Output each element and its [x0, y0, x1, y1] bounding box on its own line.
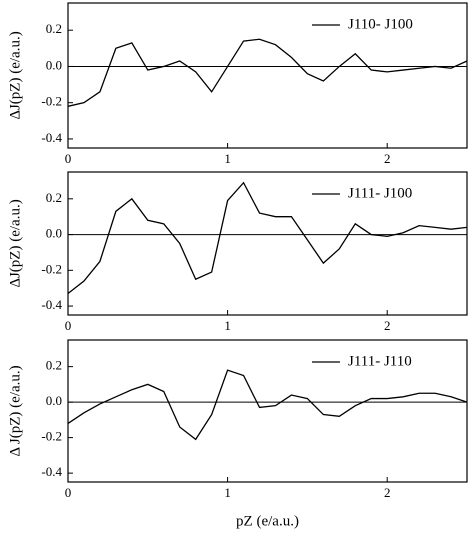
- data-line: [67, 181, 468, 295]
- y-tick-label: -0.2: [41, 429, 62, 444]
- legend-label: J111- J100: [348, 185, 412, 201]
- y-axis-label: ΔJ(pZ) (e/a.u.): [7, 199, 23, 287]
- plot-frame: [67, 339, 468, 483]
- y-tick-label: -0.4: [41, 464, 62, 479]
- x-tick-label: 0: [65, 318, 72, 333]
- x-tick-label: 1: [224, 318, 231, 333]
- x-tick-label: 1: [224, 485, 231, 500]
- plot-frame: [67, 2, 468, 149]
- y-axis-label: Δ J(pZ) (e/a.u.): [7, 365, 23, 456]
- legend-label: J111- J110: [348, 353, 412, 369]
- legend-label: J110- J100: [348, 16, 413, 32]
- y-axis-label: ΔJ(pZ) (e/a.u.): [7, 31, 23, 119]
- x-tick-label: 0: [65, 485, 72, 500]
- y-tick-label: 0.2: [46, 21, 62, 36]
- x-axis-label: pZ (e/a.u.): [236, 513, 299, 529]
- y-tick-label: 0.0: [46, 57, 62, 72]
- y-tick-label: 0.0: [46, 393, 62, 408]
- plot-frame: [67, 171, 468, 316]
- y-tick-label: -0.2: [41, 94, 62, 109]
- y-tick-label: -0.4: [41, 130, 62, 145]
- x-tick-label: 2: [384, 318, 391, 333]
- data-line: [67, 369, 468, 441]
- y-tick-label: -0.2: [41, 261, 62, 276]
- x-tick-label: 2: [384, 151, 391, 166]
- y-tick-label: 0.2: [46, 190, 62, 205]
- x-tick-label: 0: [65, 151, 72, 166]
- data-line: [67, 38, 468, 107]
- y-tick-label: -0.4: [41, 297, 62, 312]
- x-tick-label: 2: [384, 485, 391, 500]
- y-tick-label: 0.0: [46, 226, 62, 241]
- y-tick-label: 0.2: [46, 358, 62, 373]
- x-tick-label: 1: [224, 151, 231, 166]
